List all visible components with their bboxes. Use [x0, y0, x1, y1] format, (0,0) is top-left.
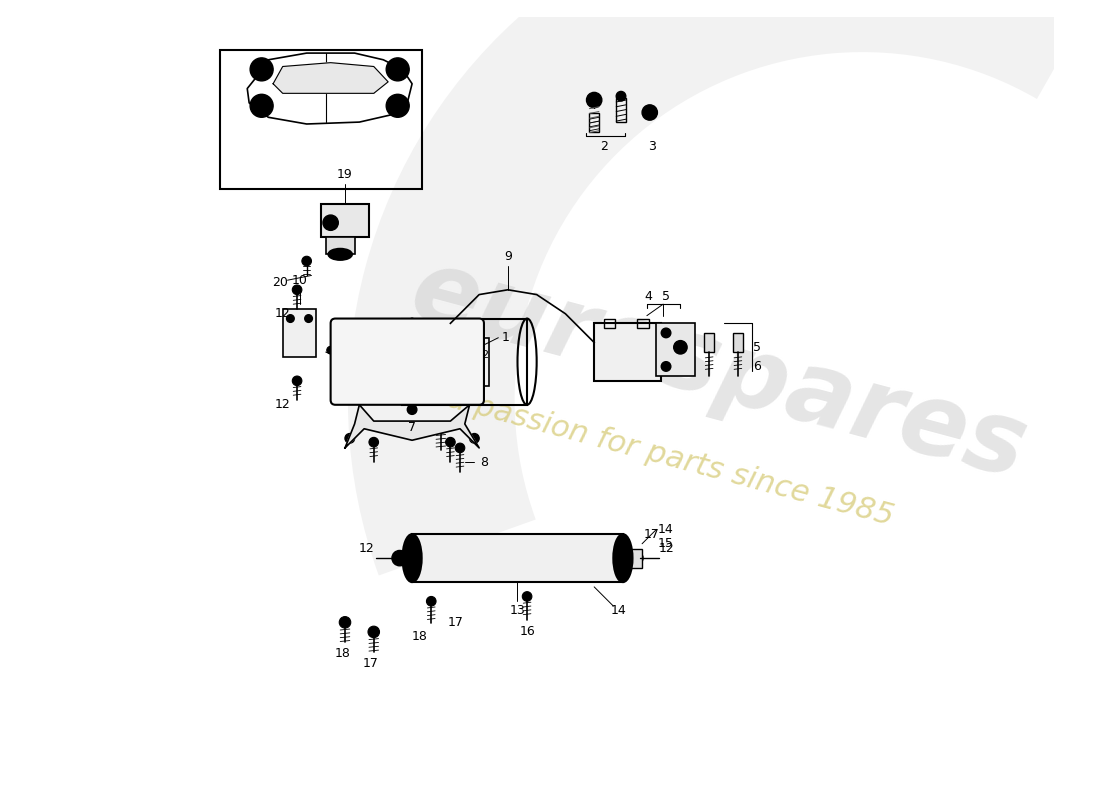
- Circle shape: [286, 314, 294, 322]
- Bar: [657, 323, 695, 376]
- Text: 5: 5: [754, 341, 761, 354]
- Text: 12: 12: [359, 542, 374, 555]
- Circle shape: [256, 100, 267, 111]
- Ellipse shape: [328, 249, 352, 260]
- Text: 20: 20: [272, 276, 288, 289]
- Text: 15: 15: [658, 538, 674, 550]
- Circle shape: [642, 105, 658, 120]
- Text: 12: 12: [275, 307, 290, 320]
- Text: 17: 17: [363, 657, 378, 670]
- Bar: [412, 338, 488, 386]
- Bar: [590, 113, 600, 132]
- Circle shape: [522, 592, 532, 602]
- Ellipse shape: [614, 534, 632, 582]
- Bar: [616, 98, 626, 122]
- Text: 19: 19: [337, 168, 353, 182]
- Bar: [220, 50, 421, 189]
- Circle shape: [673, 341, 688, 354]
- Circle shape: [628, 550, 643, 566]
- Bar: [733, 333, 742, 352]
- Bar: [594, 323, 661, 381]
- Text: 5: 5: [662, 290, 670, 303]
- Text: 8: 8: [480, 456, 488, 469]
- Polygon shape: [345, 405, 480, 448]
- Circle shape: [436, 422, 447, 434]
- Bar: [704, 333, 714, 352]
- Text: 2: 2: [482, 350, 488, 360]
- Bar: [628, 549, 642, 568]
- Bar: [604, 318, 615, 328]
- Text: 4: 4: [645, 290, 652, 303]
- Circle shape: [661, 328, 671, 338]
- Text: 18: 18: [334, 647, 350, 661]
- Circle shape: [305, 314, 312, 322]
- Text: eurospares: eurospares: [400, 242, 1037, 500]
- Bar: [412, 534, 623, 582]
- Bar: [326, 237, 354, 254]
- Circle shape: [345, 434, 354, 443]
- Circle shape: [407, 405, 417, 414]
- Circle shape: [427, 597, 436, 606]
- Text: 11: 11: [346, 354, 363, 366]
- Polygon shape: [273, 62, 388, 94]
- Circle shape: [250, 58, 273, 81]
- Circle shape: [301, 256, 311, 266]
- Text: 17: 17: [448, 616, 463, 629]
- Text: 9: 9: [504, 250, 512, 262]
- Text: 3: 3: [648, 139, 656, 153]
- Text: 12: 12: [275, 398, 290, 411]
- Circle shape: [455, 443, 465, 453]
- Text: 14: 14: [658, 523, 674, 536]
- Text: a passion for parts since 1985: a passion for parts since 1985: [444, 384, 898, 531]
- Circle shape: [661, 362, 671, 371]
- Circle shape: [293, 285, 301, 294]
- Circle shape: [250, 94, 273, 118]
- Text: 10: 10: [292, 274, 308, 286]
- Text: 13: 13: [509, 604, 526, 618]
- Circle shape: [323, 215, 339, 230]
- Bar: [403, 318, 527, 405]
- Ellipse shape: [403, 534, 421, 582]
- Bar: [637, 318, 649, 328]
- Text: 14: 14: [610, 604, 626, 618]
- Bar: [321, 203, 368, 237]
- FancyBboxPatch shape: [331, 318, 484, 405]
- Circle shape: [293, 376, 301, 386]
- Circle shape: [392, 100, 404, 111]
- Circle shape: [327, 346, 334, 354]
- Circle shape: [446, 438, 455, 447]
- Circle shape: [386, 58, 409, 81]
- Circle shape: [368, 626, 379, 638]
- Text: 6: 6: [754, 360, 761, 373]
- Text: 18: 18: [411, 630, 428, 643]
- Text: 7: 7: [408, 422, 416, 434]
- Circle shape: [586, 92, 602, 108]
- Text: 12: 12: [659, 542, 675, 555]
- Circle shape: [392, 64, 404, 75]
- Circle shape: [386, 94, 409, 118]
- Text: 17: 17: [644, 528, 660, 541]
- Circle shape: [616, 91, 626, 101]
- Text: 2: 2: [600, 139, 607, 153]
- Text: 1: 1: [502, 331, 510, 344]
- Circle shape: [392, 550, 407, 566]
- Circle shape: [470, 434, 480, 443]
- Circle shape: [339, 617, 351, 628]
- Bar: [283, 309, 316, 357]
- Circle shape: [256, 64, 267, 75]
- Circle shape: [368, 438, 378, 447]
- Text: 16: 16: [519, 626, 535, 638]
